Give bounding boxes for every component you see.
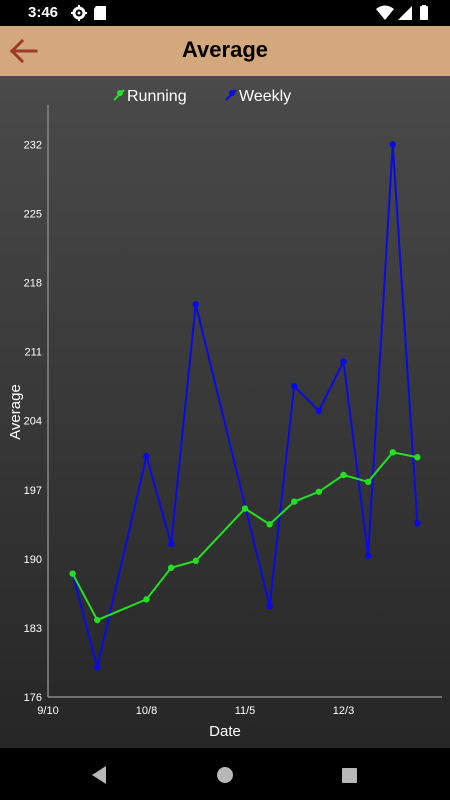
data-point-running bbox=[94, 616, 101, 624]
home-circle-icon bbox=[217, 767, 233, 783]
data-point-weekly bbox=[315, 407, 323, 415]
legend-label-running: Running bbox=[127, 88, 187, 105]
data-point-running bbox=[414, 454, 421, 461]
data-point-running bbox=[389, 449, 396, 456]
x-tick-label: 12/3 bbox=[333, 705, 354, 717]
status-icons-left bbox=[70, 4, 110, 27]
y-tick-label: 204 bbox=[24, 416, 42, 428]
data-point-weekly bbox=[94, 664, 101, 671]
y-tick-label: 218 bbox=[24, 278, 42, 290]
back-button[interactable] bbox=[6, 34, 42, 68]
line-chart: Running Weekly 176 183 190 197 204 211 218 225 23… bbox=[7, 88, 442, 740]
data-point-running bbox=[315, 488, 323, 495]
x-tick-label: 11/5 bbox=[235, 705, 256, 717]
battery-icon bbox=[420, 5, 428, 20]
data-point-weekly bbox=[389, 141, 396, 148]
data-point-running bbox=[143, 596, 150, 603]
legend-marker-weekly bbox=[229, 90, 235, 96]
back-triangle-icon bbox=[92, 766, 106, 784]
status-bar: 3:46 bbox=[0, 0, 450, 26]
y-tick-label: 176 bbox=[24, 692, 42, 704]
legend-label-weekly: Weekly bbox=[239, 88, 291, 105]
data-point-running bbox=[192, 557, 199, 565]
data-point-weekly bbox=[340, 358, 347, 365]
x-axis-label: Date bbox=[209, 723, 241, 740]
data-point-weekly bbox=[414, 520, 421, 527]
data-point-running bbox=[266, 521, 273, 528]
x-tick-label: 9/10 bbox=[37, 705, 58, 717]
data-point-weekly bbox=[167, 540, 175, 548]
data-point-weekly bbox=[364, 552, 372, 560]
status-time: 3:46 bbox=[28, 4, 59, 21]
status-icons-right bbox=[376, 5, 432, 26]
x-tick-label: 10/8 bbox=[136, 705, 157, 717]
chart-legend: Running Weekly bbox=[113, 88, 291, 105]
data-point-running bbox=[340, 471, 347, 479]
data-point-weekly bbox=[192, 301, 199, 308]
x-axis-ticks: 9/10 10/8 11/5 12/3 bbox=[37, 705, 354, 717]
y-tick-label: 183 bbox=[24, 623, 42, 635]
gear-icon bbox=[71, 5, 87, 21]
y-tick-label: 232 bbox=[24, 139, 42, 151]
y-tick-label: 225 bbox=[24, 209, 42, 221]
data-point-running bbox=[167, 564, 175, 571]
y-tick-label: 211 bbox=[24, 347, 42, 359]
nav-back-button[interactable] bbox=[86, 762, 112, 788]
recents-square-icon bbox=[342, 768, 357, 783]
arrow-left-icon bbox=[9, 38, 38, 64]
y-axis-ticks: 176 183 190 197 204 211 218 225 232 bbox=[24, 139, 42, 704]
nav-recents-button[interactable] bbox=[336, 762, 362, 788]
chart-area: Running Weekly 176 183 190 197 204 211 218 225 23… bbox=[0, 76, 450, 748]
data-point-running bbox=[69, 570, 76, 577]
y-tick-label: 197 bbox=[24, 485, 42, 497]
data-point-running bbox=[291, 498, 298, 505]
nav-home-button[interactable] bbox=[212, 762, 238, 788]
chart-series bbox=[69, 141, 421, 671]
wifi-icon bbox=[376, 5, 394, 20]
series-line-weekly bbox=[71, 144, 419, 668]
data-point-weekly bbox=[291, 383, 298, 390]
y-tick-label: 190 bbox=[24, 554, 42, 566]
data-point-weekly bbox=[266, 603, 273, 610]
data-point-running bbox=[241, 505, 249, 512]
page-title: Average bbox=[181, 37, 268, 62]
y-axis-label: Average bbox=[7, 384, 24, 440]
app-bar: Average bbox=[0, 26, 450, 76]
data-point-running bbox=[364, 478, 372, 486]
data-point-weekly bbox=[143, 453, 150, 460]
signal-icon bbox=[398, 6, 412, 20]
sd-card-icon bbox=[94, 6, 106, 20]
nav-bar bbox=[0, 748, 450, 800]
legend-marker-running bbox=[117, 90, 123, 96]
